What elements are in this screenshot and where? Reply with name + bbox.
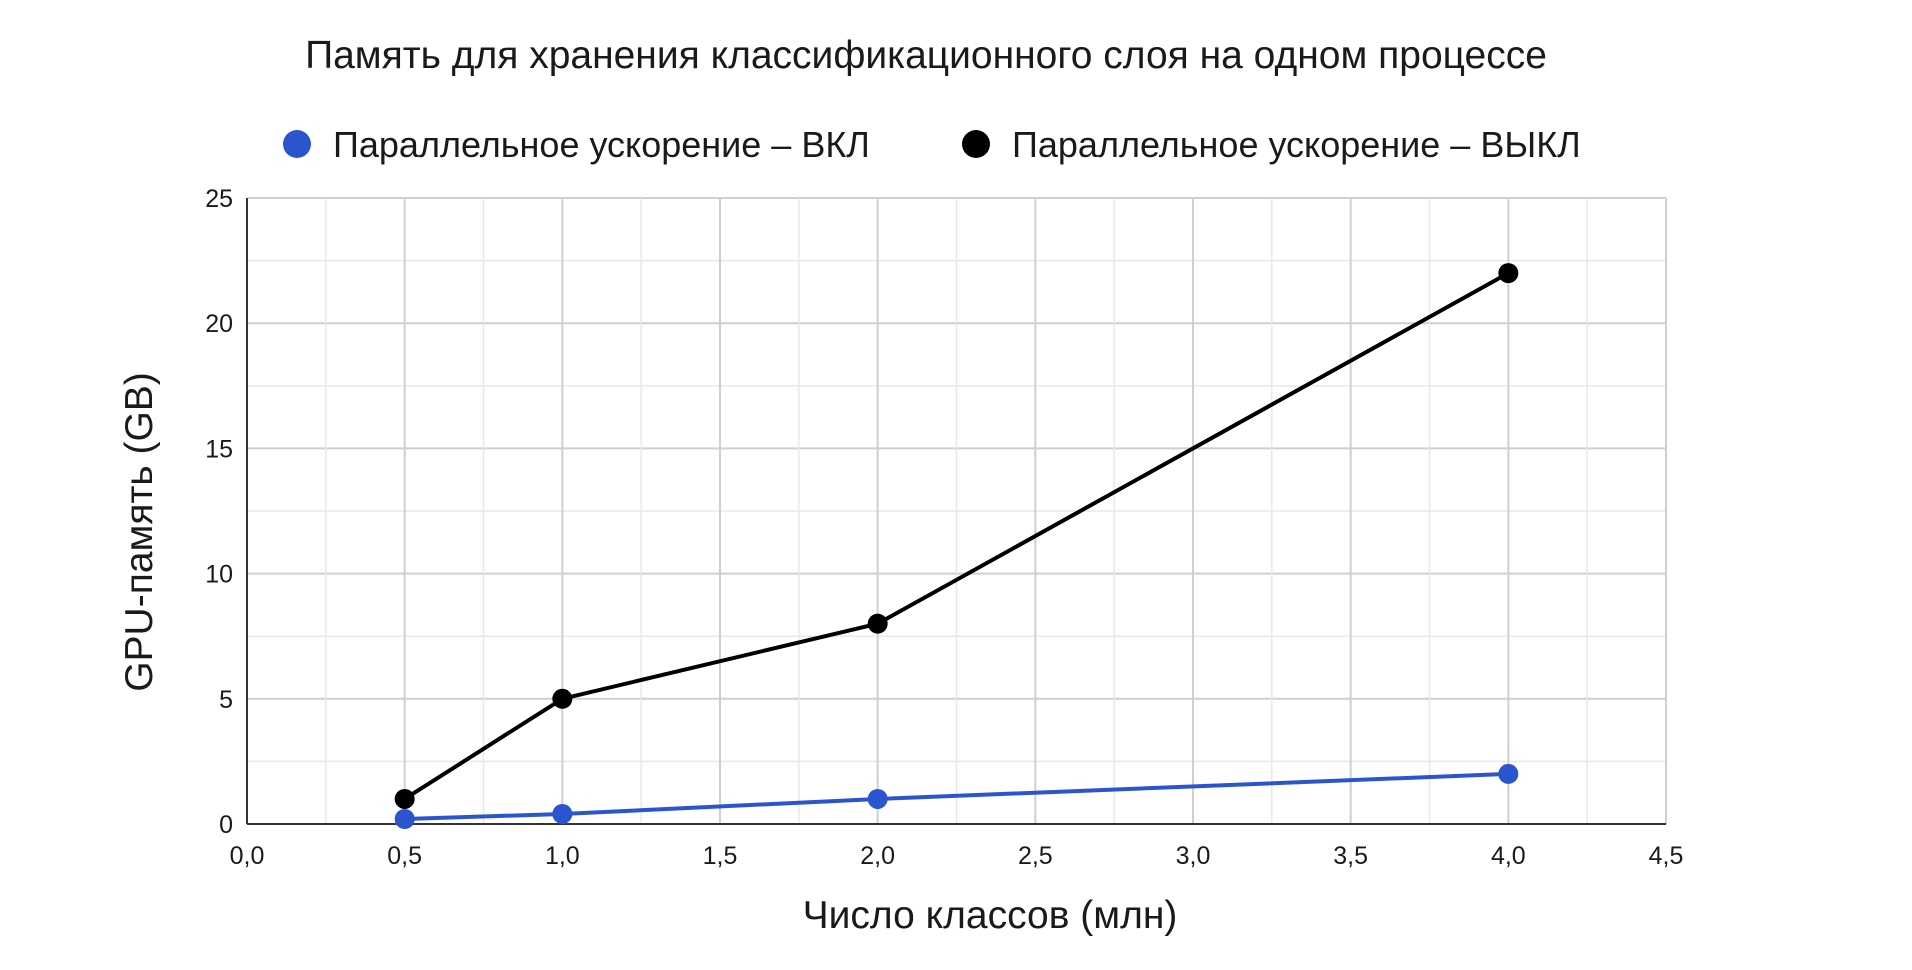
data-point <box>394 788 415 809</box>
series-group <box>394 263 1519 829</box>
y-tick-label: 15 <box>205 435 233 463</box>
x-tick-label: 4,5 <box>1649 842 1684 870</box>
axes <box>246 198 1666 825</box>
data-point <box>867 788 888 809</box>
x-tick-label: 3,5 <box>1333 842 1368 870</box>
y-axis-label: GPU-память (GB) <box>118 372 161 692</box>
y-tick-label: 25 <box>205 185 233 213</box>
x-tick-label: 2,5 <box>1018 842 1053 870</box>
series-line <box>402 271 1511 801</box>
series-1 <box>394 763 1519 829</box>
legend-marker <box>962 130 990 158</box>
y-tick-label: 5 <box>219 686 233 714</box>
data-point <box>1498 263 1519 284</box>
data-point <box>867 613 888 634</box>
y-tick-label: 20 <box>205 310 233 338</box>
legend: Параллельное ускорение – ВКЛ Параллельное… <box>283 124 1581 165</box>
x-tick-label: 0,0 <box>230 842 265 870</box>
x-tick-label: 2,0 <box>860 842 895 870</box>
series-line <box>402 771 1511 821</box>
data-point <box>552 688 573 709</box>
tick-labels: 0,0 0,5 1,0 1,5 2,0 2,5 3,0 3,5 4,0 4,5 0 5 10 15 20 25 <box>205 185 1683 870</box>
y-tick-label: 10 <box>205 561 233 589</box>
data-point <box>1498 763 1519 784</box>
grid <box>246 197 1667 825</box>
x-tick-label: 0,5 <box>387 842 422 870</box>
x-tick-label: 4,0 <box>1491 842 1526 870</box>
legend-marker <box>283 130 311 158</box>
x-axis-label: Число классов (млн) <box>803 894 1178 937</box>
legend-label: Параллельное ускорение – ВЫКЛ <box>1012 124 1581 165</box>
x-tick-label: 3,0 <box>1176 842 1211 870</box>
x-tick-label: 1,5 <box>703 842 738 870</box>
chart-title: Память для хранения классификационного с… <box>305 34 1547 77</box>
y-tick-label: 0 <box>219 811 233 839</box>
data-point <box>394 808 415 829</box>
series-2 <box>394 263 1519 809</box>
data-point <box>552 803 573 824</box>
legend-label: Параллельное ускорение – ВКЛ <box>333 124 870 165</box>
x-tick-label: 1,0 <box>545 842 580 870</box>
